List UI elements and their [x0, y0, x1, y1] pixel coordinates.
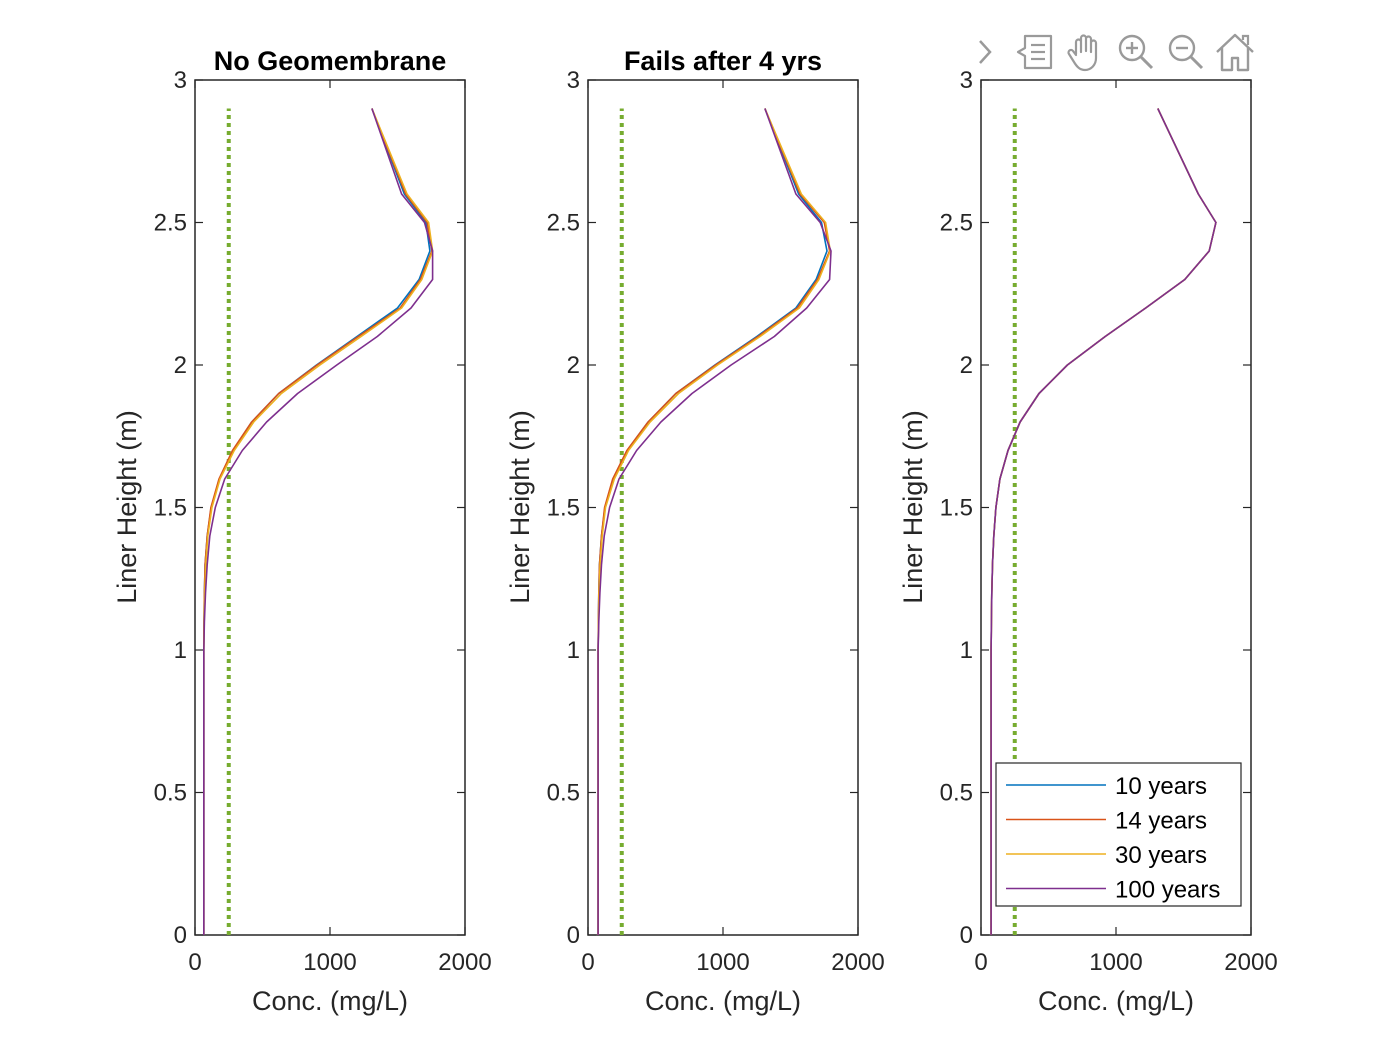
legend-entry: 100 years: [1115, 877, 1220, 904]
x-axis-label: Conc. (mg/L): [1038, 986, 1194, 1016]
series-line-100-years: [990, 108, 1217, 935]
pan-button[interactable]: [1062, 29, 1108, 75]
tick-labels: 0 0.5 1 1.5 2 2.5 3 0 1000 2000: [940, 67, 1278, 976]
subplot-title: Fails after 4 yrs: [624, 46, 822, 76]
y-tick-label: 1.5: [547, 495, 580, 522]
home-icon: [1216, 33, 1254, 72]
y-axis-label: Liner Height (m): [898, 410, 928, 604]
y-tick-label: 0: [174, 922, 187, 949]
restore-view-button[interactable]: [1212, 29, 1258, 75]
axes-box[interactable]: [194, 79, 466, 936]
legend-entry: 14 years: [1115, 808, 1207, 835]
plot-lines: [203, 108, 434, 935]
x-tick-label: 1000: [696, 949, 749, 976]
y-tick-label: 2: [567, 352, 580, 379]
y-tick-label: 3: [567, 67, 580, 94]
x-tick-label: 1000: [1089, 949, 1142, 976]
x-axis-label: Conc. (mg/L): [645, 986, 801, 1016]
y-axis-label: Liner Height (m): [112, 410, 142, 604]
data-tips-icon: [1016, 34, 1053, 70]
y-tick-label: 1: [567, 637, 580, 664]
y-tick-label: 1.5: [154, 495, 187, 522]
axes-box[interactable]: [587, 79, 859, 936]
y-tick-label: 1: [174, 637, 187, 664]
subplot-fails-after-4-yrs: Fails after 4 yrs 0 0.5 1 1.5 2 2.5 3 0 1000 2000…: [505, 46, 885, 1016]
x-tick-label: 0: [581, 949, 594, 976]
x-tick-label: 2000: [1224, 949, 1277, 976]
y-tick-label: 0.5: [940, 780, 973, 807]
y-axis-label: Liner Height (m): [505, 410, 535, 604]
zoom-out-button[interactable]: [1162, 29, 1208, 75]
y-tick-label: 2.5: [154, 210, 187, 237]
tick-labels: 0 0.5 1 1.5 2 2.5 3 0 1000 2000: [547, 67, 885, 976]
tick-labels: 0 0.5 1 1.5 2 2.5 3 0 1000 2000: [154, 67, 492, 976]
x-tick-label: 2000: [831, 949, 884, 976]
legend-box: [995, 762, 1242, 907]
x-tick-label: 1000: [303, 949, 356, 976]
series-line-100-years: [203, 108, 434, 935]
y-tick-label: 1.5: [940, 495, 973, 522]
y-tick-label: 2: [960, 352, 973, 379]
legend[interactable]: 10 years 14 years 30 years 100 years: [995, 762, 1242, 907]
y-tick-label: 2.5: [940, 210, 973, 237]
y-tick-label: 0.5: [547, 780, 580, 807]
y-tick-label: 1: [960, 637, 973, 664]
y-tick-label: 0: [960, 922, 973, 949]
y-tick-label: 2: [174, 352, 187, 379]
axis-ticks: [194, 79, 466, 936]
y-tick-label: 0: [567, 922, 580, 949]
subplot-third: 0 0.5 1 1.5 2 2.5 3 0 1000 2000 Conc. (mg/L) Line…: [898, 67, 1278, 1016]
axis-ticks: [980, 79, 1252, 936]
expand-toolbar-button[interactable]: [962, 29, 1008, 75]
subplot-no-geomembrane: No Geomembrane 0 0.5 1 1.5 2 2.5 3 0 1000 2000 Co…: [112, 46, 492, 1016]
chevron-right-icon: [979, 40, 992, 64]
zoom-in-button[interactable]: [1112, 29, 1158, 75]
legend-entry: 10 years: [1115, 773, 1207, 800]
series-line-100-years: [597, 108, 832, 935]
axes-toolbar: [962, 28, 1258, 76]
pan-hand-icon: [1067, 34, 1098, 72]
zoom-in-icon: [1118, 34, 1154, 70]
x-tick-label: 2000: [438, 949, 491, 976]
legend-items: 10 years 14 years 30 years 100 years: [1006, 773, 1220, 904]
x-tick-label: 0: [974, 949, 987, 976]
y-tick-label: 2.5: [547, 210, 580, 237]
x-tick-label: 0: [188, 949, 201, 976]
subplot-title: No Geomembrane: [214, 46, 447, 76]
data-tips-button[interactable]: [1012, 29, 1058, 75]
y-tick-label: 3: [174, 67, 187, 94]
x-axis-label: Conc. (mg/L): [252, 986, 408, 1016]
zoom-out-icon: [1168, 34, 1204, 70]
axis-ticks: [587, 79, 859, 936]
y-tick-label: 0.5: [154, 780, 187, 807]
plot-lines: [597, 108, 832, 935]
y-tick-label: 3: [960, 67, 973, 94]
legend-entry: 30 years: [1115, 842, 1207, 869]
